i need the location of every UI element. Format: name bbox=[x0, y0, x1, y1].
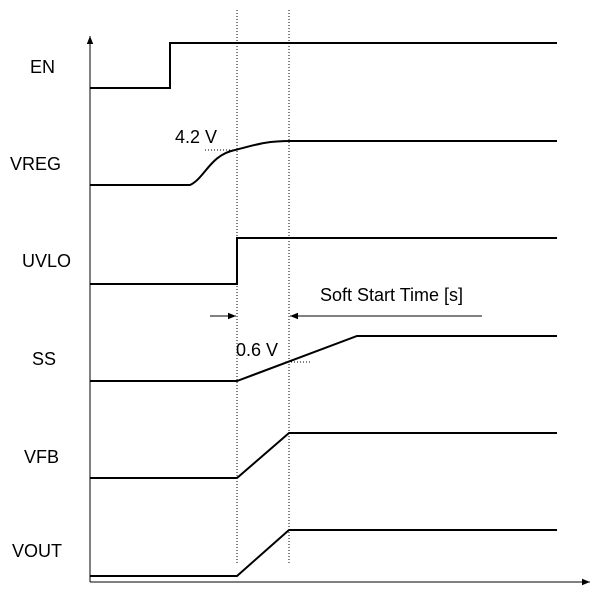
signal-label: EN bbox=[30, 57, 55, 77]
vfb-waveform bbox=[90, 432, 557, 479]
level-label: 4.2 V bbox=[175, 127, 217, 147]
signal-label: VOUT bbox=[12, 541, 62, 561]
en-waveform bbox=[90, 42, 557, 89]
ss-waveform bbox=[90, 335, 557, 382]
vout-waveform bbox=[90, 529, 557, 577]
signal-label: VFB bbox=[24, 447, 59, 467]
vreg-waveform bbox=[90, 140, 557, 186]
soft-start-label: Soft Start Time [s] bbox=[320, 285, 463, 305]
signal-label: SS bbox=[32, 349, 56, 369]
level-label: 0.6 V bbox=[236, 340, 278, 360]
uvlo-waveform bbox=[90, 237, 557, 285]
signal-label: VREG bbox=[10, 154, 61, 174]
signal-label: UVLO bbox=[22, 251, 71, 271]
